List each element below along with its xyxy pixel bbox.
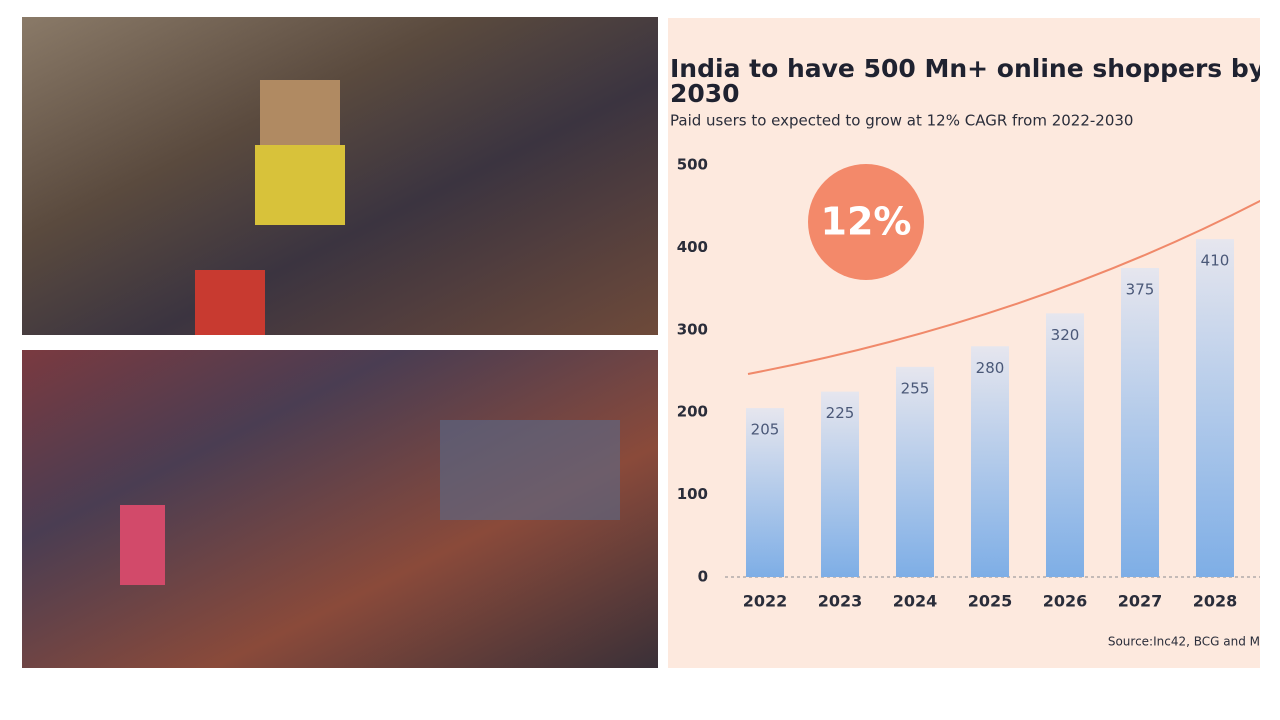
bar <box>1121 268 1159 577</box>
bar <box>896 366 934 577</box>
badge-circle <box>808 164 924 280</box>
photo-detail <box>120 505 165 585</box>
photo-detail <box>260 80 340 145</box>
trend-curve <box>747 199 1260 375</box>
chart: India to have 500 Mn+ online shoppers by… <box>670 54 1265 649</box>
y-tick-label: 0 <box>698 568 708 586</box>
photo-detail <box>440 420 620 520</box>
x-tick-label: 2028 <box>1193 592 1238 611</box>
x-tick-label: 2025 <box>968 592 1013 611</box>
value-label: 280 <box>976 359 1005 377</box>
y-tick-label: 200 <box>677 403 708 421</box>
value-label: 255 <box>901 379 930 397</box>
photo-detail <box>195 270 265 335</box>
bar <box>746 408 784 577</box>
badge-text: 12% <box>821 200 912 244</box>
bar <box>821 391 859 577</box>
x-tick-label: 2022 <box>743 592 788 611</box>
photo-detail <box>255 145 345 225</box>
bar <box>971 346 1009 577</box>
bar <box>1046 313 1084 577</box>
value-label: 225 <box>826 404 855 422</box>
y-tick-label: 500 <box>677 156 708 174</box>
y-tick-label: 100 <box>677 485 708 503</box>
source-note: Source:Inc42, BCG and M <box>1108 635 1260 649</box>
y-tick-label: 300 <box>677 320 708 338</box>
value-label: 375 <box>1126 281 1155 299</box>
x-tick-label: 2024 <box>893 592 938 611</box>
chart-title: India to have 500 Mn+ online shoppers by <box>670 54 1265 83</box>
value-label: 320 <box>1051 326 1080 344</box>
value-label: 205 <box>751 421 780 439</box>
y-tick-label: 400 <box>677 238 708 256</box>
chart-title: 2030 <box>670 79 740 108</box>
bar <box>1196 239 1234 577</box>
value-label: 410 <box>1201 252 1230 270</box>
chart-subtitle: Paid users to expected to grow at 12% CA… <box>670 112 1133 130</box>
x-tick-label: 2026 <box>1043 592 1088 611</box>
x-tick-label: 2027 <box>1118 592 1163 611</box>
x-tick-label: 2023 <box>818 592 863 611</box>
